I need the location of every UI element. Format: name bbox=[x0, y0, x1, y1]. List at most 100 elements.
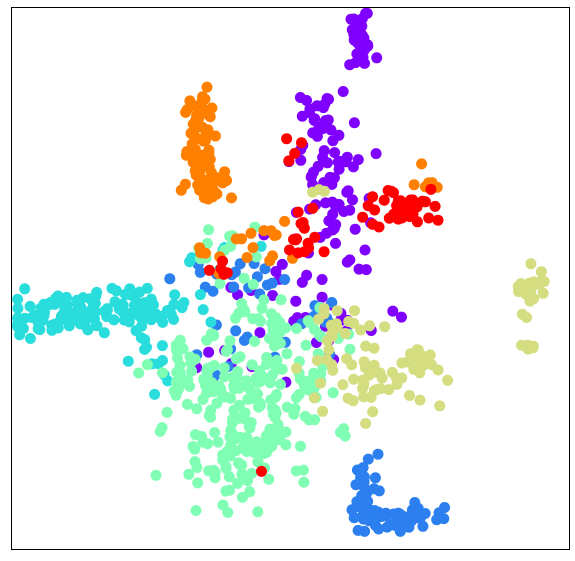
scatter-point bbox=[406, 195, 418, 207]
scatter-point bbox=[404, 208, 416, 220]
scatter-point bbox=[395, 518, 407, 530]
scatter-point bbox=[156, 340, 168, 352]
scatter-point bbox=[369, 472, 381, 484]
scatter-point bbox=[360, 7, 372, 19]
scatter-point bbox=[279, 274, 291, 285]
scatter-point bbox=[367, 406, 379, 418]
scatter-point bbox=[350, 479, 362, 491]
scatter-point bbox=[347, 161, 359, 173]
scatter-point bbox=[101, 304, 113, 316]
scatter-point bbox=[283, 155, 295, 167]
scatter-point bbox=[315, 367, 327, 379]
scatter-point bbox=[256, 465, 267, 477]
scatter-point bbox=[192, 179, 204, 191]
scatter-point bbox=[344, 343, 356, 355]
scatter-point bbox=[170, 376, 182, 388]
scatter-point bbox=[129, 299, 140, 311]
scatter-point bbox=[362, 453, 374, 465]
scatter-point bbox=[525, 258, 537, 270]
scatter-point bbox=[327, 387, 339, 399]
scatter-point bbox=[265, 308, 277, 320]
scatter-point bbox=[254, 397, 266, 409]
scatter-point bbox=[247, 279, 259, 290]
scatter-point bbox=[367, 191, 379, 203]
scatter-point bbox=[417, 195, 428, 207]
scatter-point bbox=[384, 519, 396, 531]
scatter-point bbox=[232, 457, 244, 469]
scatter-point bbox=[368, 342, 380, 354]
scatter-point bbox=[184, 256, 196, 268]
scatter-point bbox=[535, 266, 547, 278]
scatter-point bbox=[367, 360, 379, 372]
scatter-point bbox=[266, 277, 278, 289]
scatter-point bbox=[442, 374, 454, 386]
scatter-point bbox=[275, 378, 286, 390]
scatter-point bbox=[318, 246, 330, 258]
scatter-point bbox=[19, 283, 31, 295]
scatter-point bbox=[197, 304, 209, 316]
points-layer bbox=[12, 7, 550, 537]
scatter-point bbox=[303, 384, 315, 396]
scatter-point bbox=[46, 298, 58, 310]
scatter-point bbox=[296, 137, 307, 149]
scatter-point bbox=[243, 421, 255, 433]
scatter-point bbox=[228, 404, 240, 416]
scatter-point bbox=[326, 297, 338, 308]
scatter-point bbox=[139, 343, 151, 355]
scatter-point bbox=[130, 325, 142, 337]
scatter-point bbox=[383, 384, 395, 396]
scatter-point bbox=[359, 244, 371, 256]
scatter-point bbox=[348, 117, 360, 129]
scatter-point bbox=[417, 520, 429, 532]
scatter-point bbox=[270, 407, 282, 419]
scatter-point bbox=[434, 400, 446, 412]
scatter-point bbox=[183, 468, 195, 480]
scatter-point bbox=[524, 341, 536, 353]
scatter-point bbox=[292, 206, 304, 218]
scatter-point bbox=[318, 185, 330, 197]
scatter-point bbox=[426, 359, 437, 371]
scatter-point bbox=[205, 167, 217, 178]
scatter-point bbox=[180, 149, 192, 161]
scatter-point bbox=[168, 313, 180, 325]
scatter-point bbox=[179, 178, 191, 190]
scatter-point bbox=[265, 394, 277, 406]
scatter-point bbox=[200, 379, 211, 391]
scatter-point bbox=[329, 147, 341, 159]
scatter-point bbox=[223, 471, 235, 483]
scatter-point bbox=[195, 247, 207, 259]
scatter-point bbox=[339, 430, 351, 442]
scatter-point bbox=[315, 377, 326, 389]
scatter-point bbox=[264, 255, 276, 267]
scatter-point bbox=[392, 195, 404, 207]
scatter-point bbox=[250, 251, 262, 263]
scatter-point bbox=[218, 362, 230, 374]
scatter-point bbox=[241, 431, 253, 443]
scatter-point bbox=[516, 339, 528, 351]
scatter-point bbox=[323, 344, 335, 356]
scatter-point bbox=[372, 448, 384, 460]
scatter-point bbox=[249, 335, 260, 347]
scatter-point bbox=[109, 296, 121, 308]
scatter-point bbox=[203, 144, 215, 156]
scatter-point bbox=[135, 312, 147, 324]
scatter-point bbox=[360, 340, 372, 352]
scatter-point bbox=[348, 512, 360, 524]
scatter-point bbox=[296, 110, 308, 122]
scatter-point bbox=[58, 307, 70, 319]
scatter-point bbox=[294, 373, 306, 385]
scatter-point bbox=[196, 431, 208, 442]
scatter-point bbox=[230, 353, 242, 365]
scatter-point bbox=[232, 477, 244, 489]
scatter-point bbox=[295, 440, 306, 452]
scatter-point bbox=[197, 394, 209, 405]
scatter-point bbox=[270, 363, 282, 375]
scatter-point bbox=[181, 398, 193, 410]
scatter-point bbox=[187, 440, 199, 452]
scatter-point bbox=[156, 422, 168, 434]
scatter-point bbox=[537, 287, 549, 299]
scatter-point bbox=[364, 320, 376, 332]
scatter-point bbox=[525, 284, 537, 296]
scatter-point bbox=[339, 328, 351, 339]
scatter-point bbox=[332, 156, 344, 168]
